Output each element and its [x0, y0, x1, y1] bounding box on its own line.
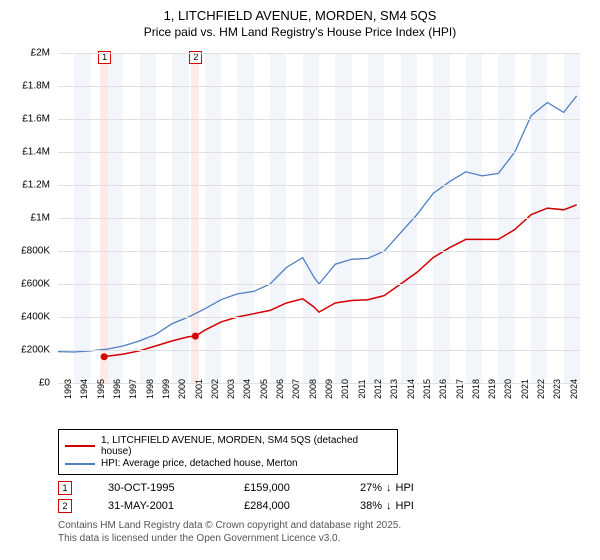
gridline: [58, 218, 580, 219]
x-tick-label: 2024: [569, 379, 600, 399]
gridline: [58, 119, 580, 120]
sale-row: 1 30-OCT-1995 £159,000 27%↓HPI: [58, 481, 590, 495]
gridline: [58, 251, 580, 252]
footnote-line: This data is licensed under the Open Gov…: [58, 532, 590, 545]
gridline: [58, 185, 580, 186]
gridline: [58, 317, 580, 318]
sale-dot: [192, 333, 199, 340]
footnote: Contains HM Land Registry data © Crown c…: [58, 519, 590, 545]
gridline: [58, 152, 580, 153]
y-tick-label: £1.6M: [22, 114, 50, 125]
legend-swatch: [65, 445, 95, 447]
chart-area: 12 £0£200K£400K£600K£800K£1M£1.2M£1.4M£1…: [10, 45, 590, 425]
y-tick-label: £1.2M: [22, 180, 50, 191]
y-tick-label: £800K: [21, 246, 50, 257]
y-tick-label: £1.8M: [22, 81, 50, 92]
gridline: [58, 350, 580, 351]
legend-swatch: [65, 463, 95, 465]
y-tick-label: £200K: [21, 345, 50, 356]
sale-date: 31-MAY-2001: [108, 500, 208, 512]
subject-line: [104, 205, 577, 357]
chart-figure: 1, LITCHFIELD AVENUE, MORDEN, SM4 5QS Pr…: [0, 0, 600, 555]
sale-row: 2 31-MAY-2001 £284,000 38%↓HPI: [58, 499, 590, 513]
sale-vs-hpi: 27%↓HPI: [360, 482, 414, 494]
sale-price: £284,000: [244, 500, 324, 512]
gridline: [58, 86, 580, 87]
y-tick-label: £0: [39, 378, 50, 389]
y-tick-label: £1.4M: [22, 147, 50, 158]
footnote-line: Contains HM Land Registry data © Crown c…: [58, 519, 590, 532]
hpi-line: [58, 96, 577, 352]
legend-row: 1, LITCHFIELD AVENUE, MORDEN, SM4 5QS (d…: [65, 435, 391, 457]
legend-label: HPI: Average price, detached house, Mert…: [101, 458, 298, 469]
gridline: [58, 53, 580, 54]
legend-label: 1, LITCHFIELD AVENUE, MORDEN, SM4 5QS (d…: [101, 435, 391, 457]
legend-row: HPI: Average price, detached house, Mert…: [65, 458, 391, 469]
chart-title: 1, LITCHFIELD AVENUE, MORDEN, SM4 5QS: [10, 8, 590, 23]
y-tick-label: £400K: [21, 312, 50, 323]
sale-dot: [101, 353, 108, 360]
sale-date: 30-OCT-1995: [108, 482, 208, 494]
titles: 1, LITCHFIELD AVENUE, MORDEN, SM4 5QS Pr…: [10, 8, 590, 39]
sales-table: 1 30-OCT-1995 £159,000 27%↓HPI 2 31-MAY-2001 £…: [10, 481, 590, 513]
legend-box: 1, LITCHFIELD AVENUE, MORDEN, SM4 5QS (d…: [58, 429, 398, 475]
sale-row-badge: 1: [58, 481, 72, 495]
sale-vs-hpi: 38%↓HPI: [360, 500, 414, 512]
y-tick-label: £600K: [21, 279, 50, 290]
y-tick-label: £1M: [31, 213, 50, 224]
sale-row-badge: 2: [58, 499, 72, 513]
gridline: [58, 284, 580, 285]
sale-price: £159,000: [244, 482, 324, 494]
chart-subtitle: Price paid vs. HM Land Registry's House …: [10, 25, 590, 39]
y-tick-label: £2M: [31, 48, 50, 59]
